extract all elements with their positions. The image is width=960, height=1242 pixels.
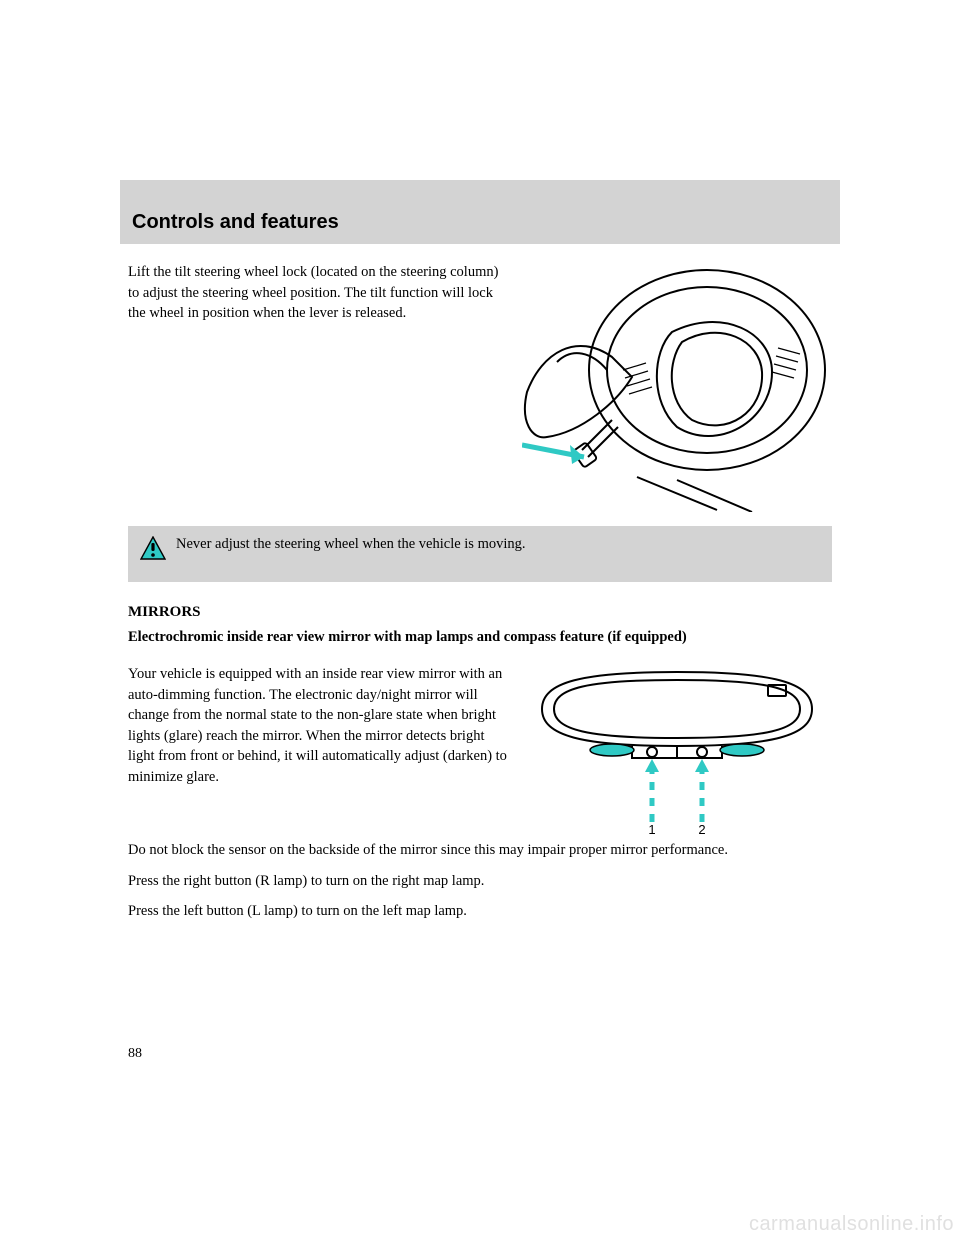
page-header-bar: Controls and features: [120, 180, 840, 244]
mirrors-paragraph-1: Your vehicle is equipped with an inside …: [128, 664, 508, 834]
mirrors-section: Your vehicle is equipped with an inside …: [120, 664, 840, 834]
mirror-button-label-2: 2: [698, 822, 705, 834]
manual-page: Controls and features Lift the tilt stee…: [120, 180, 840, 1060]
mirrors-heading: MIRRORS: [128, 604, 832, 621]
mirror-svg: 1 2: [522, 664, 832, 834]
mirrors-paragraph-3: Press the right button (R lamp) to turn …: [120, 871, 840, 892]
steering-wheel-figure: [522, 262, 832, 512]
mirrors-subheading: Electrochromic inside rear view mirror w…: [128, 629, 832, 646]
mirror-button-arrows-icon: [652, 768, 702, 822]
tilt-steering-section: Lift the tilt steering wheel lock (locat…: [120, 262, 840, 512]
tilt-paragraph: Lift the tilt steering wheel lock (locat…: [128, 262, 508, 512]
mirrors-paragraph-2: Do not block the sensor on the backside …: [120, 840, 840, 861]
warning-box: Never adjust the steering wheel when the…: [128, 526, 832, 582]
page-title: Controls and features: [132, 211, 339, 234]
mirrors-paragraph-4: Press the left button (L lamp) to turn o…: [120, 901, 840, 922]
warning-text: Never adjust the steering wheel when the…: [176, 536, 526, 553]
watermark-text: carmanualsonline.info: [749, 1213, 954, 1236]
page-number: 88: [128, 1046, 142, 1062]
warning-triangle-icon: [140, 536, 166, 560]
steering-wheel-svg: [522, 262, 832, 512]
mirror-figure: 1 2: [522, 664, 832, 834]
mirror-button-label-1: 1: [648, 822, 655, 834]
tilt-lever-arrow-icon: [522, 445, 584, 464]
